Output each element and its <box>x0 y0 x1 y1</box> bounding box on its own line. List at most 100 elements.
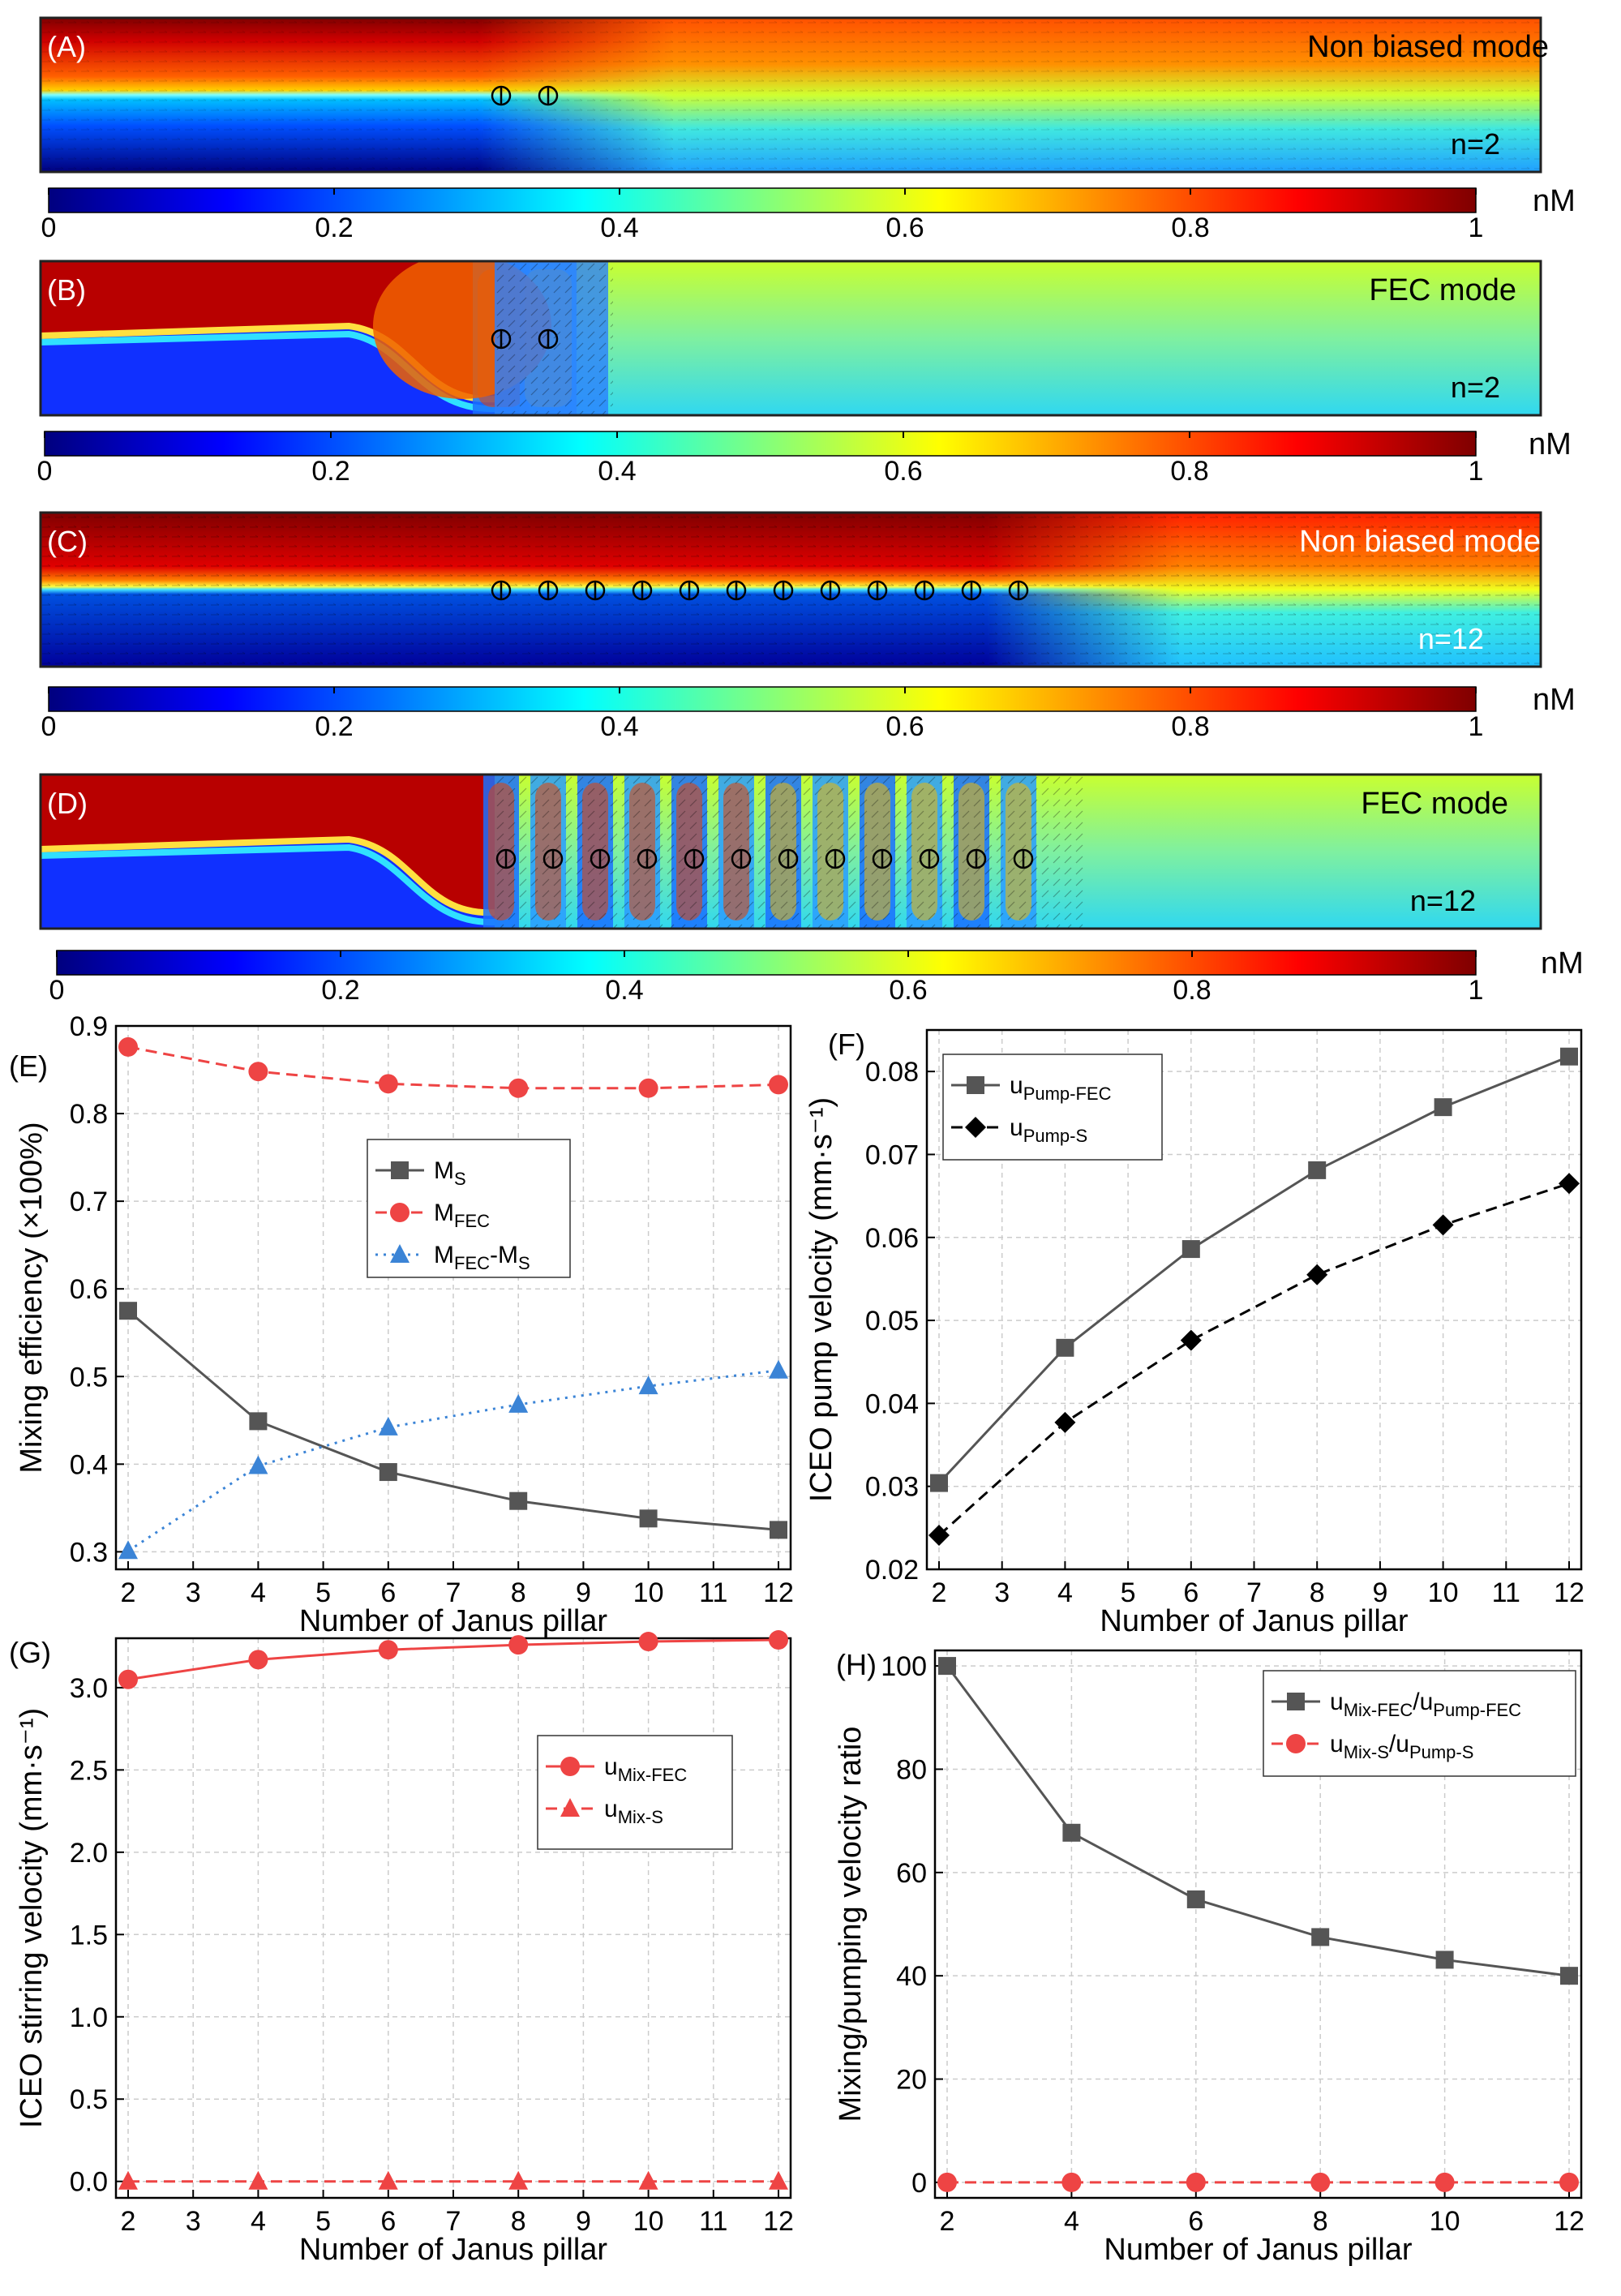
colorbar-gradient <box>56 950 1477 976</box>
colorbar-tick-label: 1 <box>1469 212 1484 243</box>
panel-label: (D) <box>47 787 88 820</box>
colorbar-tick-label: 0.6 <box>886 212 924 243</box>
data-point <box>1560 1967 1578 1985</box>
data-point <box>1286 1734 1306 1753</box>
series-line <box>127 1369 779 1552</box>
x-tick-label: 7 <box>446 2206 461 2237</box>
y-axis-title: ICEO stirring velocity (mm·s⁻¹) <box>15 1708 49 2128</box>
data-point <box>1180 1329 1202 1351</box>
series-line <box>937 1055 1570 1484</box>
panel-frame <box>39 773 1542 930</box>
colorbar-b: 0 0.2 0.4 0.6 0.8 1 nM <box>37 427 1572 487</box>
data-point <box>1186 2172 1206 2192</box>
x-tick-label: 9 <box>576 2206 591 2237</box>
y-tick-label: 0.5 <box>70 1362 108 1393</box>
data-point <box>248 1062 268 1082</box>
panel-label: (F) <box>828 1028 865 1061</box>
data-point <box>1061 2172 1082 2192</box>
x-tick-label: 10 <box>633 2206 664 2237</box>
x-tick-label: 12 <box>1554 2206 1585 2237</box>
legend-label: MFEC-MS <box>434 1242 530 1273</box>
data-point <box>1056 1338 1074 1357</box>
data-point <box>119 1302 137 1320</box>
colorbar-unit: nM <box>1533 683 1576 717</box>
legend: uMix-FEC/uPump-FEC uMix-S/uPump-S <box>1263 1670 1576 1777</box>
concentration-field <box>39 511 1542 668</box>
x-tick-label: 6 <box>1183 1577 1199 1608</box>
x-tick-label: 10 <box>633 1577 664 1608</box>
data-point <box>639 1509 658 1528</box>
x-tick-label: 7 <box>446 1577 461 1608</box>
data-point <box>118 1036 138 1057</box>
y-tick-label: 100 <box>881 1651 927 1682</box>
data-point <box>379 1463 397 1482</box>
interface-line <box>41 843 495 926</box>
x-tick-label: 12 <box>1554 1577 1585 1608</box>
data-point <box>638 1632 658 1652</box>
colorbar-tick-label: 0.4 <box>600 711 638 742</box>
n-label: n=12 <box>1418 622 1484 655</box>
y-tick-label: 0.06 <box>865 1223 919 1254</box>
y-axis-title: Mixing/pumping velocity ratio <box>834 1727 868 2122</box>
chart-mixing-efficiency: 2 3 4 5 6 7 8 9 10 11 12 0.3 0.4 0.5 0.6 0.7 0.8 0.9 Numbe… <box>9 1011 794 1638</box>
colorbar-tick-label: 0.6 <box>886 711 924 742</box>
legend-label: uPump-FEC <box>1010 1072 1112 1104</box>
colorbar-gradient <box>44 431 1477 457</box>
legend-label: uMix-S/uPump-S <box>1330 1731 1473 1762</box>
colorbar-tick-label: 0 <box>41 711 57 742</box>
colorbar-tick-label: 0.2 <box>321 975 359 1006</box>
x-tick-label: 9 <box>1372 1577 1387 1608</box>
colorbar-tick-label: 0.4 <box>600 212 638 243</box>
x-tick-label: 5 <box>315 2206 331 2237</box>
downstream-field <box>462 261 1541 415</box>
data-point <box>248 1455 268 1474</box>
x-tick-label: 6 <box>380 1577 396 1608</box>
x-tick-label: 2 <box>121 1577 136 1608</box>
data-point <box>1559 1173 1580 1195</box>
colorbar-tick-label: 1 <box>1469 456 1484 487</box>
data-point <box>769 1075 788 1095</box>
panel-label: (A) <box>47 30 86 63</box>
data-point <box>560 1757 580 1776</box>
panel-label: (C) <box>47 525 88 558</box>
panel-c: (C) Non biased mode n=12 <box>39 511 1542 668</box>
data-point <box>1560 1047 1578 1066</box>
concentration-field <box>39 260 1542 417</box>
colorbar-tick-label: 0 <box>41 212 57 243</box>
data-point <box>1287 1693 1305 1710</box>
data-point <box>1432 1214 1454 1236</box>
x-tick-label: 2 <box>932 1577 947 1608</box>
x-tick-label: 5 <box>1121 1577 1136 1608</box>
x-tick-label: 3 <box>994 1577 1010 1608</box>
y-tick-label: 2.0 <box>70 1838 108 1869</box>
x-axis-title: Number of Janus pillar <box>299 2233 608 2267</box>
x-tick-label: 3 <box>186 2206 201 2237</box>
legend-label: MFEC <box>434 1199 490 1231</box>
data-point <box>508 1078 529 1098</box>
legend: uPump-FEC uPump-S <box>942 1054 1163 1161</box>
legend-label: MS <box>434 1157 466 1189</box>
series-line <box>127 1045 779 1090</box>
colorbar-gradient <box>48 187 1477 213</box>
colorbar-gradient <box>48 686 1477 712</box>
y-tick-label: 40 <box>896 1961 927 1992</box>
data-point <box>378 1640 398 1660</box>
data-point <box>1062 1823 1081 1842</box>
data-point <box>390 1244 410 1263</box>
data-point <box>508 2170 529 2190</box>
y-tick-label: 0.7 <box>70 1187 108 1217</box>
colorbar-tick-label: 0.8 <box>1173 975 1211 1006</box>
series-line <box>127 1638 779 1681</box>
colorbar-tick-label: 0.2 <box>311 456 350 487</box>
y-tick-label: 80 <box>896 1754 927 1785</box>
colorbar-a: 0 0.2 0.4 0.6 0.8 1 nM <box>41 184 1576 243</box>
y-tick-label: 0 <box>911 2168 927 2199</box>
data-point <box>967 1076 984 1094</box>
colorbar-tick-label: 0.4 <box>605 975 643 1006</box>
y-tick-label: 0.05 <box>865 1306 919 1337</box>
data-point <box>248 1650 268 1670</box>
colorbar-unit: nM <box>1541 946 1584 981</box>
x-tick-label: 8 <box>1310 1577 1325 1608</box>
x-tick-label: 11 <box>1492 1577 1520 1608</box>
x-tick-label: 10 <box>1430 2206 1460 2237</box>
